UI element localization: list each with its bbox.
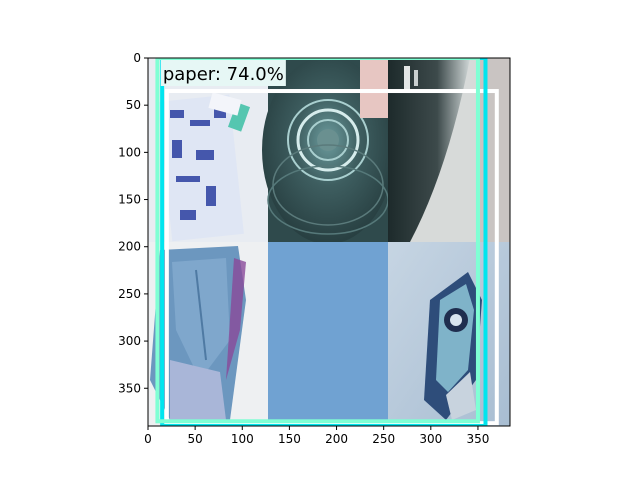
detection-label: paper: 74.0% <box>163 64 284 85</box>
x-tick-label: 150 <box>278 432 301 446</box>
tile-cup-bottom <box>262 58 394 244</box>
y-tick-label: 250 <box>118 287 141 301</box>
detection-box <box>155 58 480 424</box>
detection-boxes <box>155 58 499 426</box>
tile-blue-paper-flat <box>268 242 388 426</box>
detection-label-background <box>160 60 286 86</box>
detection-box <box>160 58 488 426</box>
x-tick-label: 300 <box>419 432 442 446</box>
y-tick-label: 300 <box>118 334 141 348</box>
y-axis: 0 50 100 150 200 250 300 350 <box>118 51 148 395</box>
x-tick-label: 200 <box>325 432 348 446</box>
y-tick-label: 100 <box>118 145 141 159</box>
y-tick-label: 350 <box>118 381 141 395</box>
tile-foil-packet <box>388 242 510 426</box>
y-tick-label: 0 <box>133 51 141 65</box>
tile-cup-side <box>388 58 510 242</box>
image-area <box>148 58 510 426</box>
x-tick-label: 350 <box>466 432 489 446</box>
x-tick-label: 50 <box>187 432 202 446</box>
x-tick-label: 100 <box>231 432 254 446</box>
axes-frame <box>147 57 511 427</box>
detection-labels: paper: 74.0% <box>160 60 286 86</box>
x-axis: 0 50 100 150 200 250 300 350 <box>144 426 489 446</box>
x-tick-label: 250 <box>372 432 395 446</box>
y-tick-label: 200 <box>118 240 141 254</box>
y-tick-label: 50 <box>126 98 141 112</box>
y-tick-label: 150 <box>118 193 141 207</box>
x-tick-label: 0 <box>144 432 152 446</box>
